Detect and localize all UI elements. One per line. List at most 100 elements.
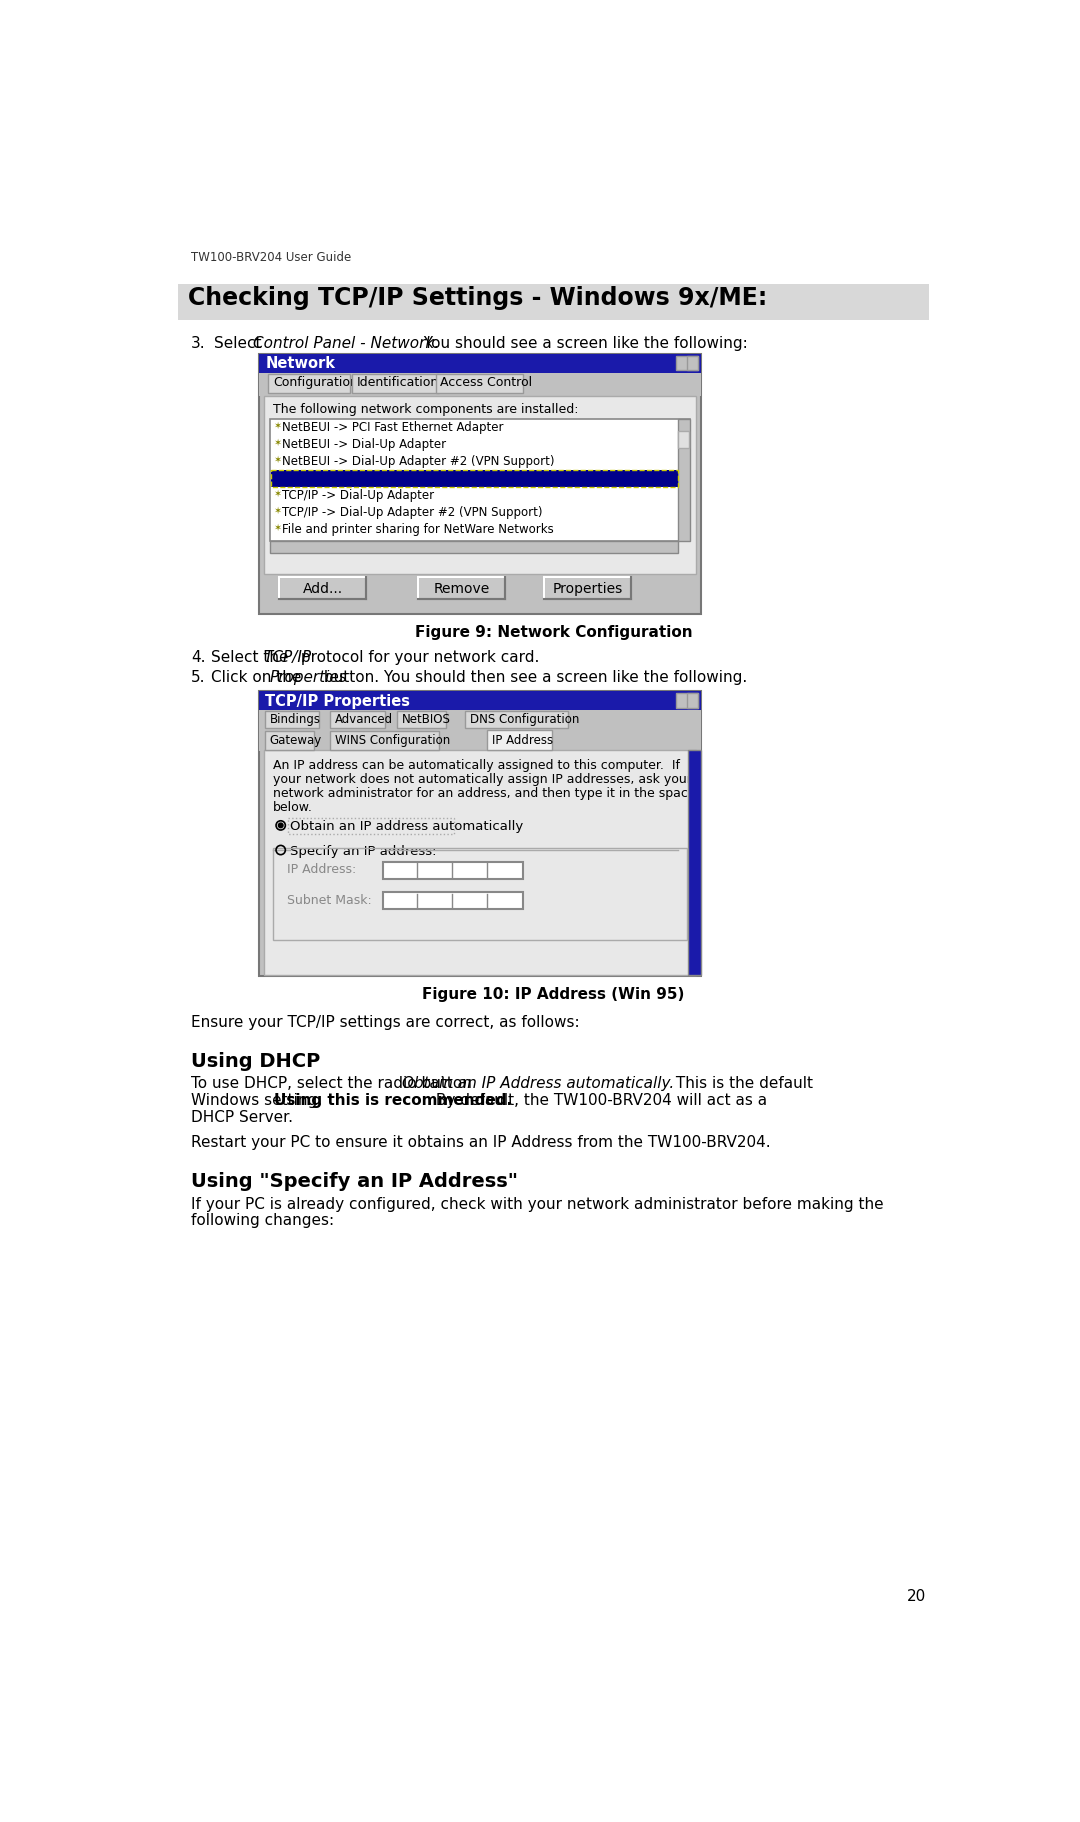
Text: Restart your PC to ensure it obtains an IP Address from the TW100-BRV204.: Restart your PC to ensure it obtains an … (191, 1135, 770, 1150)
Text: 5.: 5. (191, 670, 205, 685)
Text: Control Panel - Network.: Control Panel - Network. (253, 335, 438, 350)
Bar (544, 578, 631, 599)
Bar (259, 691, 701, 977)
Text: x: x (690, 694, 698, 707)
Text: TW100-BRV204 User Guide: TW100-BRV204 User Guide (191, 251, 351, 264)
Text: x: x (690, 357, 698, 370)
Text: TCP/IP -> PCI Fast Ethernet Adapter: TCP/IP -> PCI Fast Ethernet Adapter (282, 472, 491, 485)
Bar (259, 731, 701, 751)
Text: .: . (468, 865, 472, 880)
Text: NetBEUI -> Dial-Up Adapter: NetBEUI -> Dial-Up Adapter (282, 437, 446, 452)
Text: Identification: Identification (356, 377, 438, 390)
Text: Ensure your TCP/IP settings are correct, as follows:: Ensure your TCP/IP settings are correct,… (191, 1015, 580, 1029)
Text: WINS Configuration: WINS Configuration (335, 734, 450, 747)
Text: Configuration: Configuration (273, 377, 357, 390)
Text: 3.: 3. (191, 335, 205, 350)
Text: .: . (502, 896, 508, 911)
Text: ✶: ✶ (273, 523, 281, 532)
Text: Obtain an IP address automatically: Obtain an IP address automatically (291, 820, 523, 833)
Text: ✶: ✶ (273, 472, 281, 483)
Text: TCP/IP: TCP/IP (264, 650, 312, 665)
Text: Gateway: Gateway (270, 734, 322, 747)
Text: To use DHCP, select the radio button: To use DHCP, select the radio button (191, 1077, 476, 1091)
Bar (330, 711, 384, 729)
Bar (288, 818, 455, 834)
Bar (259, 711, 701, 731)
Text: This is the default: This is the default (672, 1077, 813, 1091)
Text: Select: Select (214, 335, 267, 350)
Text: Properties: Properties (553, 581, 623, 596)
Bar (259, 353, 701, 614)
Bar (687, 355, 698, 370)
Text: Properties: Properties (270, 670, 348, 685)
Text: Click on the: Click on the (211, 670, 307, 685)
Bar (330, 731, 438, 751)
Bar (418, 578, 504, 599)
Text: File and printer sharing for NetWare Networks: File and printer sharing for NetWare Net… (282, 523, 554, 536)
Bar (259, 374, 701, 395)
Bar (676, 692, 698, 707)
Text: network administrator for an address, and then type it in the space: network administrator for an address, an… (273, 787, 696, 800)
Text: .: . (502, 865, 508, 880)
Bar (279, 578, 366, 599)
Text: Advanced: Advanced (335, 712, 393, 725)
Bar (678, 432, 689, 448)
Bar (270, 541, 677, 552)
Text: DNS Configuration: DNS Configuration (470, 712, 579, 725)
Text: Figure 10: IP Address (Win 95): Figure 10: IP Address (Win 95) (422, 988, 685, 1002)
Text: Subnet Mask:: Subnet Mask: (287, 895, 372, 907)
Text: You should see a screen like the following:: You should see a screen like the followi… (419, 335, 748, 350)
Text: ✶: ✶ (273, 421, 281, 432)
Bar (383, 862, 523, 878)
Text: your network does not automatically assign IP addresses, ask your: your network does not automatically assi… (273, 773, 692, 785)
Text: .: . (468, 896, 472, 911)
Text: Using "Specify an IP Address": Using "Specify an IP Address" (191, 1172, 517, 1192)
Bar (383, 893, 523, 909)
Text: Obtain an IP Address automatically.: Obtain an IP Address automatically. (402, 1077, 674, 1091)
Bar (352, 374, 440, 394)
Text: An IP address can be automatically assigned to this computer.  If: An IP address can be automatically assig… (273, 760, 680, 773)
Bar (259, 353, 701, 374)
Bar (177, 284, 930, 319)
Text: .: . (432, 865, 437, 880)
Text: button. You should then see a screen like the following.: button. You should then see a screen lik… (320, 670, 747, 685)
Bar (435, 374, 523, 394)
Bar (687, 692, 698, 707)
Text: Figure 9: Network Configuration: Figure 9: Network Configuration (415, 625, 692, 640)
Text: TCP/IP Properties: TCP/IP Properties (266, 694, 410, 709)
Text: TCP/IP -> Dial-Up Adapter #2 (VPN Support): TCP/IP -> Dial-Up Adapter #2 (VPN Suppor… (282, 507, 543, 519)
Text: below.: below. (273, 800, 313, 814)
Text: following changes:: following changes: (191, 1213, 334, 1228)
Bar (259, 691, 701, 711)
Text: ▼: ▼ (680, 527, 688, 537)
Text: Network: Network (266, 357, 335, 372)
Bar (676, 355, 698, 370)
Text: ✶: ✶ (273, 456, 281, 465)
Text: TCP/IP -> Dial-Up Adapter: TCP/IP -> Dial-Up Adapter (282, 488, 434, 501)
Text: ►: ► (667, 541, 675, 552)
Text: Specify an IP address:: Specify an IP address: (291, 845, 436, 858)
Text: The following network components are installed:: The following network components are ins… (273, 403, 579, 417)
Text: protocol for your network card.: protocol for your network card. (296, 650, 540, 665)
Bar (264, 395, 697, 574)
Bar (487, 731, 552, 751)
Bar (271, 470, 677, 486)
Text: ?: ? (683, 694, 689, 707)
Text: .: . (397, 865, 403, 880)
Text: NetBEUI -> PCI Fast Ethernet Adapter: NetBEUI -> PCI Fast Ethernet Adapter (282, 421, 503, 434)
Text: By default, the TW100-BRV204 will act as a: By default, the TW100-BRV204 will act as… (431, 1093, 767, 1108)
Bar (397, 711, 446, 729)
Bar (273, 847, 687, 940)
Text: ✶: ✶ (273, 507, 281, 516)
Text: .: . (397, 896, 403, 911)
Bar (264, 751, 697, 975)
Bar (266, 731, 314, 751)
Text: DHCP Server.: DHCP Server. (191, 1110, 293, 1126)
Text: ✶: ✶ (273, 437, 281, 448)
Text: ◄: ◄ (272, 541, 280, 552)
Bar (677, 419, 690, 541)
Text: Checking TCP/IP Settings - Windows 9x/ME:: Checking TCP/IP Settings - Windows 9x/ME… (188, 286, 767, 310)
Text: Access Control: Access Control (441, 377, 532, 390)
Text: IP Address:: IP Address: (287, 864, 356, 876)
Text: .: . (432, 896, 437, 911)
